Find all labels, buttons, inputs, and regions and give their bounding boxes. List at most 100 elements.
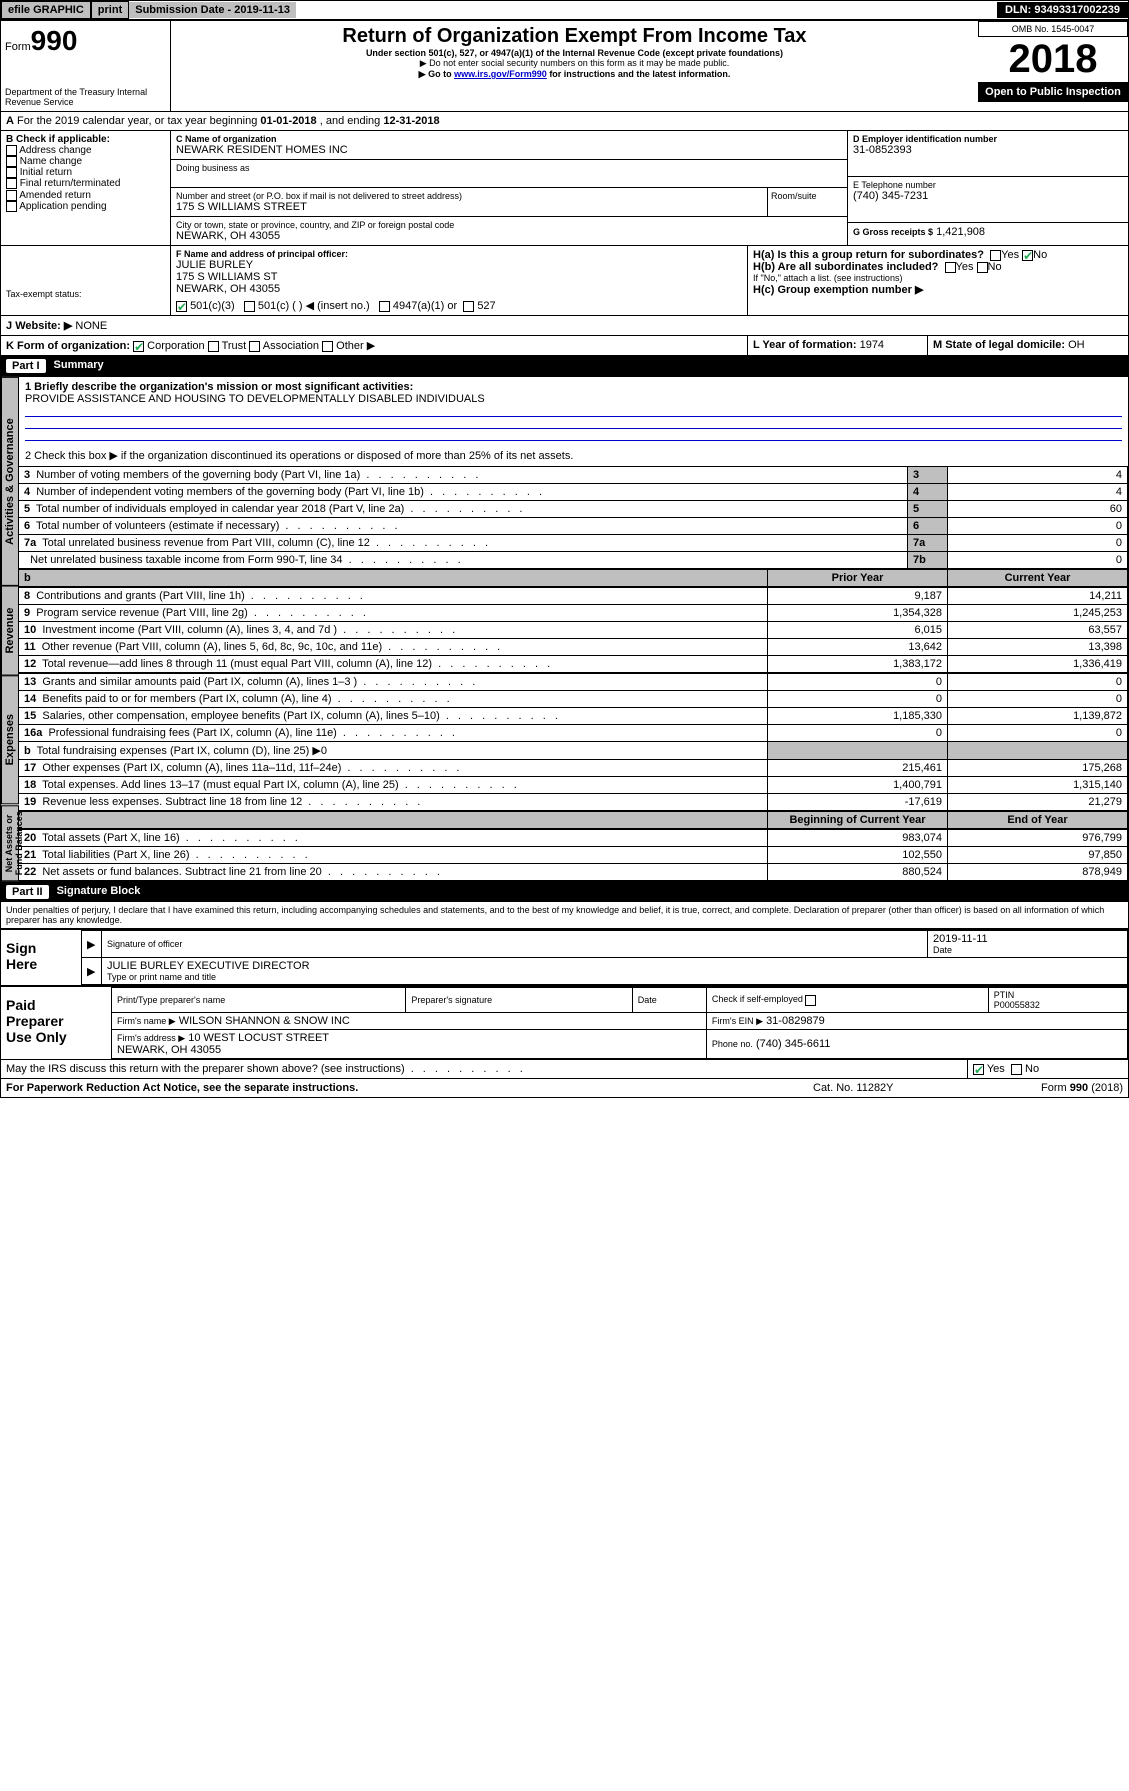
table-row: Net unrelated business taxable income fr… [19, 552, 1128, 569]
prep-sig-lbl: Preparer's signature [406, 988, 632, 1013]
check-name-change[interactable] [6, 156, 17, 167]
firm-name-lbl: Firm's name ▶ [117, 1016, 176, 1026]
ptin-lbl: PTIN [994, 990, 1015, 1000]
opt-final: Final return/terminated [20, 179, 121, 190]
part2-title: Signature Block [57, 885, 141, 899]
table-row: 18 Total expenses. Add lines 13–17 (must… [19, 777, 1128, 794]
part1-header: Part I Summary [0, 356, 1129, 376]
check-501c3[interactable] [176, 301, 187, 312]
q2-text: 2 Check this box ▶ if the organization d… [25, 450, 573, 462]
sub3-post: for instructions and the latest informat… [549, 69, 730, 79]
line1 [25, 405, 1122, 417]
hb-no[interactable] [977, 262, 988, 273]
website: NONE [75, 320, 107, 332]
vtab-revenue: Revenue [1, 586, 19, 676]
part2-num: Part II [6, 885, 49, 899]
header-mid: Return of Organization Exempt From Incom… [171, 21, 978, 111]
i-cell: Tax-exempt status: [1, 246, 171, 315]
part2-header: Part II Signature Block [0, 882, 1129, 902]
ein: 31-0852393 [853, 144, 1123, 156]
table-row: 6 Total number of volunteers (estimate i… [19, 518, 1128, 535]
hb-yes[interactable] [945, 262, 956, 273]
efile-label: efile GRAPHIC [1, 1, 91, 19]
cat-no: Cat. No. 11282Y [808, 1079, 968, 1097]
form-number: 990 [31, 25, 78, 56]
firm-name: WILSON SHANNON & SNOW INC [179, 1015, 350, 1027]
self-employed: Check if self-employed [712, 994, 803, 1004]
check-address-change[interactable] [6, 145, 17, 156]
open-public: Open to Public Inspection [978, 82, 1128, 102]
paid-label: Paid Preparer Use Only [1, 987, 111, 1059]
check-final[interactable] [6, 178, 17, 189]
q2: 2 Check this box ▶ if the organization d… [19, 445, 1128, 466]
sub3: ▶ Go to www.irs.gov/Form990 for instruct… [175, 69, 974, 80]
c-name-lbl: C Name of organization [176, 134, 842, 144]
dba-lbl: Doing business as [176, 163, 842, 173]
ha-yes[interactable] [990, 250, 1001, 261]
k-assoc[interactable] [249, 341, 260, 352]
check-amended[interactable] [6, 190, 17, 201]
f-cell: F Name and address of principal officer:… [171, 246, 748, 315]
part1-content: 1 Briefly describe the organization's mi… [19, 377, 1128, 881]
line-j: J Website: ▶ NONE [0, 316, 1129, 336]
ha-no[interactable] [1022, 250, 1033, 261]
footer: For Paperwork Reduction Act Notice, see … [0, 1079, 1129, 1098]
discuss-yes-lbl: Yes [987, 1063, 1005, 1075]
section-deg: D Employer identification number 31-0852… [848, 131, 1128, 245]
discuss-yes[interactable] [973, 1064, 984, 1075]
prep-date-lbl: Date [632, 988, 706, 1013]
ha-no-lbl: No [1033, 249, 1047, 261]
k-other[interactable] [322, 341, 333, 352]
dln: DLN: 93493317002239 [997, 2, 1128, 18]
table-row: 19 Revenue less expenses. Subtract line … [19, 794, 1128, 811]
irs-link[interactable]: www.irs.gov/Form990 [454, 69, 547, 79]
sig-officer-lbl: Signature of officer [107, 939, 922, 949]
vtab-activities: Activities & Governance [1, 377, 19, 586]
opt-pending: Application pending [19, 201, 106, 212]
k-o3: Association [263, 340, 319, 352]
check-initial[interactable] [6, 167, 17, 178]
check-501c[interactable] [244, 301, 255, 312]
part1-body: Activities & Governance Revenue Expenses… [0, 376, 1129, 882]
k-corp[interactable] [133, 341, 144, 352]
section-b: B Check if applicable: Address change Na… [1, 131, 171, 245]
e-lbl: E Telephone number [853, 180, 1123, 190]
check-4947[interactable] [379, 301, 390, 312]
opt-initial: Initial return [20, 167, 72, 178]
discuss-no[interactable] [1011, 1064, 1022, 1075]
print-button[interactable]: print [91, 1, 129, 19]
check-pending[interactable] [6, 201, 17, 212]
table-row: 22 Net assets or fund balances. Subtract… [19, 864, 1128, 881]
addr-lbl: Number and street (or P.O. box if mail i… [176, 191, 762, 201]
ptin: P00055832 [994, 1000, 1040, 1010]
officer-name: JULIE BURLEY [176, 259, 742, 271]
a-end: 12-31-2018 [383, 115, 439, 127]
table-revexp: b Prior Year Current Year [19, 569, 1128, 587]
table-row: 17 Other expenses (Part IX, column (A), … [19, 760, 1128, 777]
vtab-expenses: Expenses [1, 675, 19, 804]
domicile: OH [1068, 339, 1085, 351]
tax-exempt-lbl: Tax-exempt status: [6, 289, 165, 299]
line-a: A For the 2019 calendar year, or tax yea… [0, 112, 1129, 131]
check-self[interactable] [805, 995, 816, 1006]
g-lbl: G Gross receipts $ [853, 227, 933, 237]
firm-ein: 31-0829879 [766, 1015, 825, 1027]
table-row: 14 Benefits paid to or for members (Part… [19, 691, 1128, 708]
i-o4: 527 [477, 300, 495, 312]
k-trust[interactable] [208, 341, 219, 352]
fh-block: Tax-exempt status: F Name and address of… [0, 246, 1129, 316]
i-o1: 501(c)(3) [190, 300, 235, 312]
d-lbl: D Employer identification number [853, 134, 1123, 144]
h-cell: H(a) Is this a group return for subordin… [748, 246, 1128, 315]
discuss-no-lbl: No [1025, 1063, 1039, 1075]
table-row: 11 Other revenue (Part VIII, column (A),… [19, 639, 1128, 656]
check-527[interactable] [463, 301, 474, 312]
m-lbl: M State of legal domicile: [933, 339, 1065, 351]
q1: 1 Briefly describe the organization's mi… [25, 381, 1122, 393]
sub-label: Submission Date - [135, 4, 234, 16]
city-lbl: City or town, state or province, country… [176, 220, 842, 230]
paperwork: For Paperwork Reduction Act Notice, see … [1, 1079, 808, 1097]
year-formation: 1974 [860, 339, 884, 351]
prep-name-lbl: Print/Type preparer's name [112, 988, 406, 1013]
opt-address: Address change [19, 145, 91, 156]
